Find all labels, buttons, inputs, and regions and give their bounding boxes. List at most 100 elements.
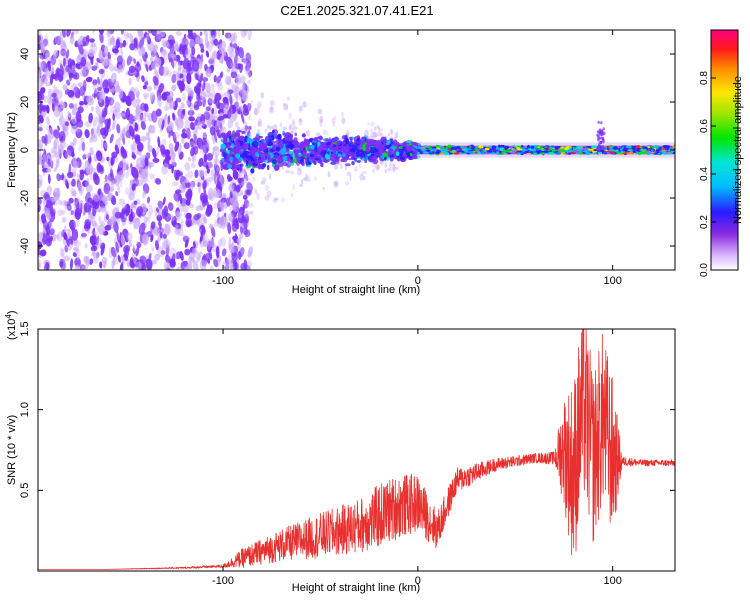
spectrogram-noise-blob (176, 66, 182, 78)
spectrogram-line-blob (581, 145, 587, 148)
spectrogram-noise-blob (70, 125, 77, 135)
spectrogram-noise-blob (140, 170, 148, 183)
spectrogram-band-blob (358, 138, 366, 145)
spectrogram-noise-blob (151, 110, 158, 123)
spectrogram-line-blob (516, 147, 520, 150)
spectrogram-noise-blob (241, 81, 246, 92)
spectrogram-noise-blob (44, 67, 48, 78)
spectrogram-noise-blob (45, 212, 52, 220)
spectrogram-band-blob (294, 132, 298, 137)
spectrogram-noise-blob (180, 38, 186, 46)
spectrogram-haze-blob (377, 130, 382, 137)
spectrogram-noise-blob (58, 73, 64, 82)
svg-text:(x104): (x104) (4, 310, 18, 340)
spectrogram-noise-blob (181, 181, 186, 190)
spectrogram-noise-blob (184, 248, 191, 256)
spectrogram-noise-blob (38, 91, 43, 102)
spectrogram-band-blob (320, 149, 327, 154)
spectrogram-noise-blob (81, 141, 86, 152)
spectrogram-noise-blob (176, 172, 183, 177)
spectrogram-noise-blob (236, 73, 241, 86)
spectrogram-noise-blob (58, 107, 63, 119)
spectrogram-noise-blob (229, 197, 233, 206)
spectrogram-noise-blob (64, 199, 67, 211)
spectrogram-haze-blob (281, 166, 284, 170)
spectrogram-noise-blob (168, 131, 172, 138)
spectrogram-haze-blob (256, 192, 260, 201)
spectrogram-noise-blob (172, 131, 177, 144)
spectrogram-noise-blob (125, 107, 131, 120)
spectrogram-line-blob (507, 148, 510, 150)
spectrogram-band-blob (356, 160, 361, 163)
spectrogram-noise-blob (197, 169, 205, 177)
spectrogram-band-blob (373, 154, 377, 161)
spectrogram-haze-blob (319, 119, 323, 127)
spectrogram-band-blob (235, 141, 241, 147)
spectrogram-haze-blob (246, 86, 250, 92)
spectrogram-noise-blob (179, 204, 184, 213)
spectrogram-noise-blob (80, 265, 89, 270)
spectrogram-line-blob (625, 145, 633, 149)
spectrogram-band-blob (350, 136, 353, 142)
spectrogram-line-blob (499, 147, 505, 150)
spectrogram-noise-blob (91, 65, 98, 71)
spectrogram-noise-blob (137, 162, 144, 171)
spectrogram-noise-blob (203, 30, 208, 38)
spectrogram-line-blob (420, 150, 425, 152)
spectrogram-noise-blob (230, 62, 235, 75)
spectrogram-noise-blob (198, 187, 201, 194)
spectrogram-noise-blob (43, 95, 49, 104)
spectrogram-haze-blob (384, 168, 387, 174)
spectrogram-xlabel: Height of straight line (km) (292, 284, 420, 296)
spectrogram-noise-blob (109, 180, 115, 191)
spectrogram-noise-blob (51, 196, 59, 202)
spectrogram-noise-blob (53, 139, 57, 151)
spectrogram-noise-blob (133, 200, 138, 205)
spectrogram-noise-blob (96, 237, 102, 249)
spectrogram-noise-blob (70, 187, 76, 196)
spectrogram-noise-blob (200, 55, 204, 67)
spectrogram-noise-blob (106, 156, 110, 162)
spectrogram-noise-blob (49, 62, 55, 73)
spectrogram-noise-blob (147, 30, 153, 34)
spectrogram-noise-blob (201, 81, 206, 92)
spectrogram-noise-blob (226, 254, 231, 267)
spectrogram-noise-blob (191, 46, 196, 56)
spectrogram-noise-blob (133, 58, 137, 64)
spectrogram-line-blob (553, 152, 559, 154)
spectrogram-noise-blob (184, 47, 192, 60)
spectrogram-noise-blob (120, 46, 124, 59)
spectrogram-noise-blob (184, 35, 190, 46)
spectrogram-line-blob (502, 152, 508, 155)
spectrogram-noise-blob (112, 113, 115, 121)
spectrogram-noise-blob (165, 244, 170, 257)
spectrogram-band-blob (328, 144, 333, 151)
spectrogram-noise-blob (115, 241, 119, 254)
snr-multiplier-base: (x10 (6, 319, 18, 340)
spectrogram-noise-blob (98, 52, 103, 63)
spectrogram-line-blob (619, 148, 624, 151)
spectrogram-noise-blob (154, 226, 161, 237)
spectrogram-noise-blob (83, 79, 87, 92)
spectrogram-noise-blob (68, 197, 74, 204)
colorbar-tick-label: 0.0 (699, 263, 710, 277)
spectrogram-haze-blob (299, 183, 303, 188)
spectrogram-noise-blob (90, 106, 95, 112)
spectrogram-noise-blob (197, 121, 202, 130)
spectrogram-noise-blob (146, 216, 151, 223)
spectrogram-noise-blob (176, 212, 182, 217)
spectrogram-noise-blob (200, 43, 205, 50)
spectrogram-haze-blob (372, 131, 377, 139)
spectrogram-band-blob (305, 146, 309, 151)
spectrogram-noise-blob (179, 193, 183, 204)
spectrogram-noise-blob (134, 148, 138, 156)
spectrogram-band-blob (277, 155, 281, 162)
spectrogram-noise-blob (183, 43, 189, 55)
spectrogram-noise-blob (41, 135, 47, 144)
spectrogram-noise-blob (121, 254, 125, 264)
spectrogram-noise-blob (44, 52, 50, 59)
spectrogram-noise-blob (129, 203, 136, 209)
spectrogram-noise-blob (65, 49, 70, 59)
spectrogram-noise-blob (105, 214, 109, 221)
spectrogram-noise-blob (230, 262, 235, 270)
